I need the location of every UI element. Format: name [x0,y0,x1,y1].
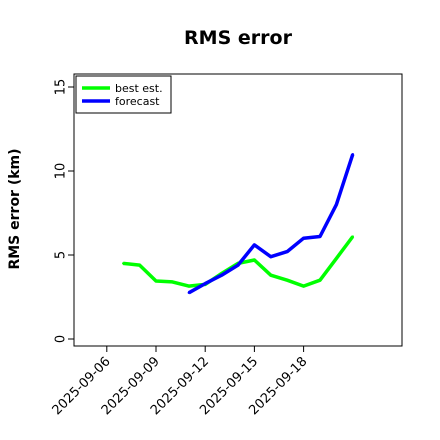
y-tick-label: 10 [54,163,69,180]
data-point-best-est [269,273,272,277]
y-tick-label: 15 [54,79,69,96]
data-point-best-est [302,284,305,288]
data-point-best-est [171,280,174,284]
data-point-forecast [236,263,240,267]
plot-area: 0 5 10 15 2025-09-062025-09-092025-09-12202… [50,73,403,418]
legend-label-forecast: forecast [115,95,160,108]
x-axis: 2025-09-062025-09-092025-09-122025-09-15… [50,346,310,418]
data-point-best-est [138,263,141,267]
data-point-best-est [187,284,190,288]
legend: best est. forecast [75,75,172,114]
data-point-forecast [187,291,190,294]
plot-frame [73,73,403,347]
data-point-best-est [351,235,354,238]
data-point-forecast [253,243,256,247]
chart-title: RMS error [184,27,293,49]
data-point-best-est [122,262,125,265]
data-point-forecast [318,235,322,238]
data-point-forecast [286,250,289,253]
data-point-forecast [351,153,354,156]
data-point-best-est [286,279,289,282]
y-tick-label: 0 [54,335,69,343]
y-axis-label: RMS error (km) [7,148,23,269]
data-point-forecast [335,203,338,206]
data-point-best-est [335,257,338,260]
data-point-best-est [318,279,322,282]
data-point-forecast [220,273,223,277]
legend-box [75,75,172,114]
legend-label-best-est: best est. [115,82,163,95]
data-point-best-est [253,258,256,262]
y-tick-label: 5 [54,251,69,259]
data-point-best-est [154,279,158,283]
data-point-forecast [302,237,305,240]
series-layer [122,153,355,295]
data-point-forecast [269,255,272,258]
y-axis: 0 5 10 15 [54,79,74,343]
data-point-forecast [204,282,207,285]
